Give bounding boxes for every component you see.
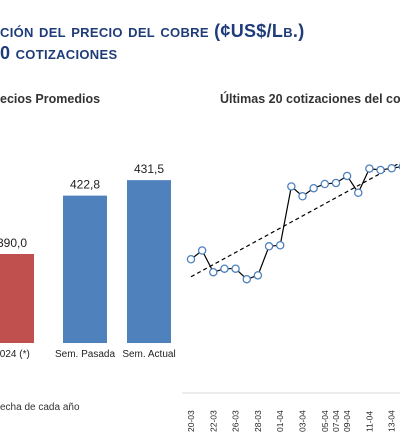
data-point-13	[331, 178, 341, 188]
data-point-15	[353, 188, 363, 198]
data-point-12	[320, 179, 330, 189]
trendline	[190, 162, 400, 278]
line-chart: 20-03 22-03 26-03 28-03 01-04 03-04 05-04 07-04…	[182, 162, 400, 432]
data-point-14	[342, 171, 352, 181]
bar-category-label-0: 2024 (*)	[0, 349, 30, 360]
data-point-6	[253, 271, 263, 280]
x-tick-label-0: 20-03	[186, 410, 196, 432]
bar-category-label-1: Sem. Pasada	[55, 349, 115, 360]
data-point-2	[209, 267, 218, 277]
bar-0	[0, 254, 34, 343]
x-tick-label-19: 15-04	[398, 410, 400, 432]
data-point-16	[365, 164, 374, 173]
data-point-4	[231, 264, 240, 273]
bar-value-label-2: 431,5	[134, 162, 164, 176]
bar-value-label-0: 390,0	[0, 236, 27, 250]
x-tick-label-2: 22-03	[208, 410, 218, 432]
x-tick-label-8: 01-04	[275, 410, 285, 432]
x-tick-label-13: 07-04	[331, 410, 341, 432]
data-point-9	[287, 182, 296, 191]
bar-1	[63, 195, 107, 343]
data-point-7	[264, 242, 274, 251]
line-chart-title: Últimas 20 cotizaciones del co	[220, 92, 400, 106]
x-tick-label-12: 05-04	[320, 410, 330, 432]
x-tick-label-16: 11-04	[364, 411, 374, 432]
bar-chart: 390,0 2024 (*) 422,8 Sem. Pasada 431,5 Sem. A…	[0, 162, 176, 360]
title-line-1: ción del precio del cobre (¢US$/Lb.)	[0, 21, 305, 41]
data-point-10	[298, 192, 307, 201]
bar-2	[127, 180, 171, 343]
x-tick-label-4: 26-03	[231, 410, 241, 432]
x-tick-label-10: 03-04	[298, 410, 308, 432]
data-point-3	[220, 264, 229, 273]
data-point-11	[309, 183, 318, 193]
series-line	[190, 166, 400, 280]
x-tick-label-18: 13-04	[387, 410, 397, 432]
data-point-17	[376, 165, 385, 175]
data-point-8	[275, 240, 285, 250]
data-point-1	[197, 246, 207, 255]
x-tick-label-6: 28-03	[253, 410, 263, 432]
footnote: echa de cada año	[0, 402, 80, 413]
bar-category-label-2: Sem. Actual	[122, 349, 175, 360]
title-line-2: 0 cotizaciones	[0, 43, 118, 63]
data-point-0	[186, 254, 196, 264]
x-tick-label-14: 09-04	[342, 410, 352, 432]
data-point-5	[242, 274, 252, 284]
data-point-18	[387, 164, 396, 173]
bar-chart-title: ecios Promedios	[0, 92, 101, 106]
bar-value-label-1: 422,8	[70, 178, 100, 192]
chart-title: ción del precio del cobre (¢US$/Lb.) 0 c…	[0, 20, 305, 64]
